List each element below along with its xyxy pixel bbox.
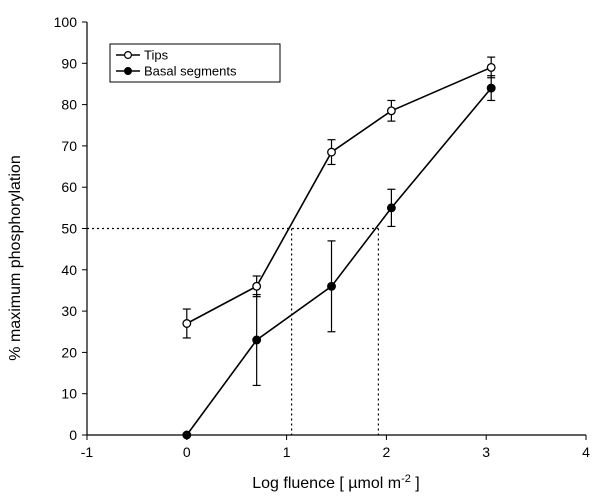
x-tick-label: 2 (383, 444, 391, 460)
data-point-tips (386, 106, 396, 116)
data-point-basal (182, 430, 192, 440)
x-axis-title-main: Log fluence [ µmol m (252, 475, 401, 492)
x-axis-title-superscript: -2 (401, 473, 411, 485)
legend-box (109, 43, 281, 83)
y-tick-label: 20 (61, 344, 77, 360)
y-tick-label: 70 (61, 138, 77, 154)
y-axis-title: % maximum phosphorylation (7, 155, 24, 360)
x-tick-label: 0 (183, 444, 191, 460)
legend-label-tips: Tips (144, 48, 169, 63)
y-tick-label: 60 (61, 179, 77, 195)
x-tick-label: 1 (283, 444, 291, 460)
y-tick-label: 100 (54, 14, 78, 30)
y-tick-label: 90 (61, 55, 77, 71)
y-tick-label: 50 (61, 221, 77, 237)
y-tick-label: 10 (61, 386, 77, 402)
x-tick-label: -1 (81, 444, 94, 460)
x-axis-title-end: ] (411, 475, 420, 492)
series-line-basal (186, 87, 492, 436)
data-point-basal (327, 281, 336, 291)
y-tick-label: 40 (61, 262, 77, 278)
y-tick-label: 0 (69, 427, 77, 443)
legend-marker-tips (123, 50, 132, 59)
data-point-tips (182, 319, 192, 328)
data-point-tips (486, 62, 496, 72)
data-point-tips (327, 147, 336, 157)
data-point-basal (252, 335, 262, 345)
data-point-basal (386, 203, 396, 213)
series-line-tips (186, 66, 492, 325)
legend-label-basal: Basal segments (144, 64, 237, 79)
x-tick-label: 3 (482, 444, 490, 460)
y-tick-label: 30 (61, 303, 77, 319)
x-axis-title: Log fluence [ µmol m-2 ] (252, 473, 420, 492)
legend-marker-basal (123, 66, 132, 75)
data-point-tips (252, 281, 262, 291)
y-tick-label: 80 (61, 97, 77, 113)
data-point-basal (486, 83, 496, 93)
x-tick-label: 4 (582, 444, 590, 460)
